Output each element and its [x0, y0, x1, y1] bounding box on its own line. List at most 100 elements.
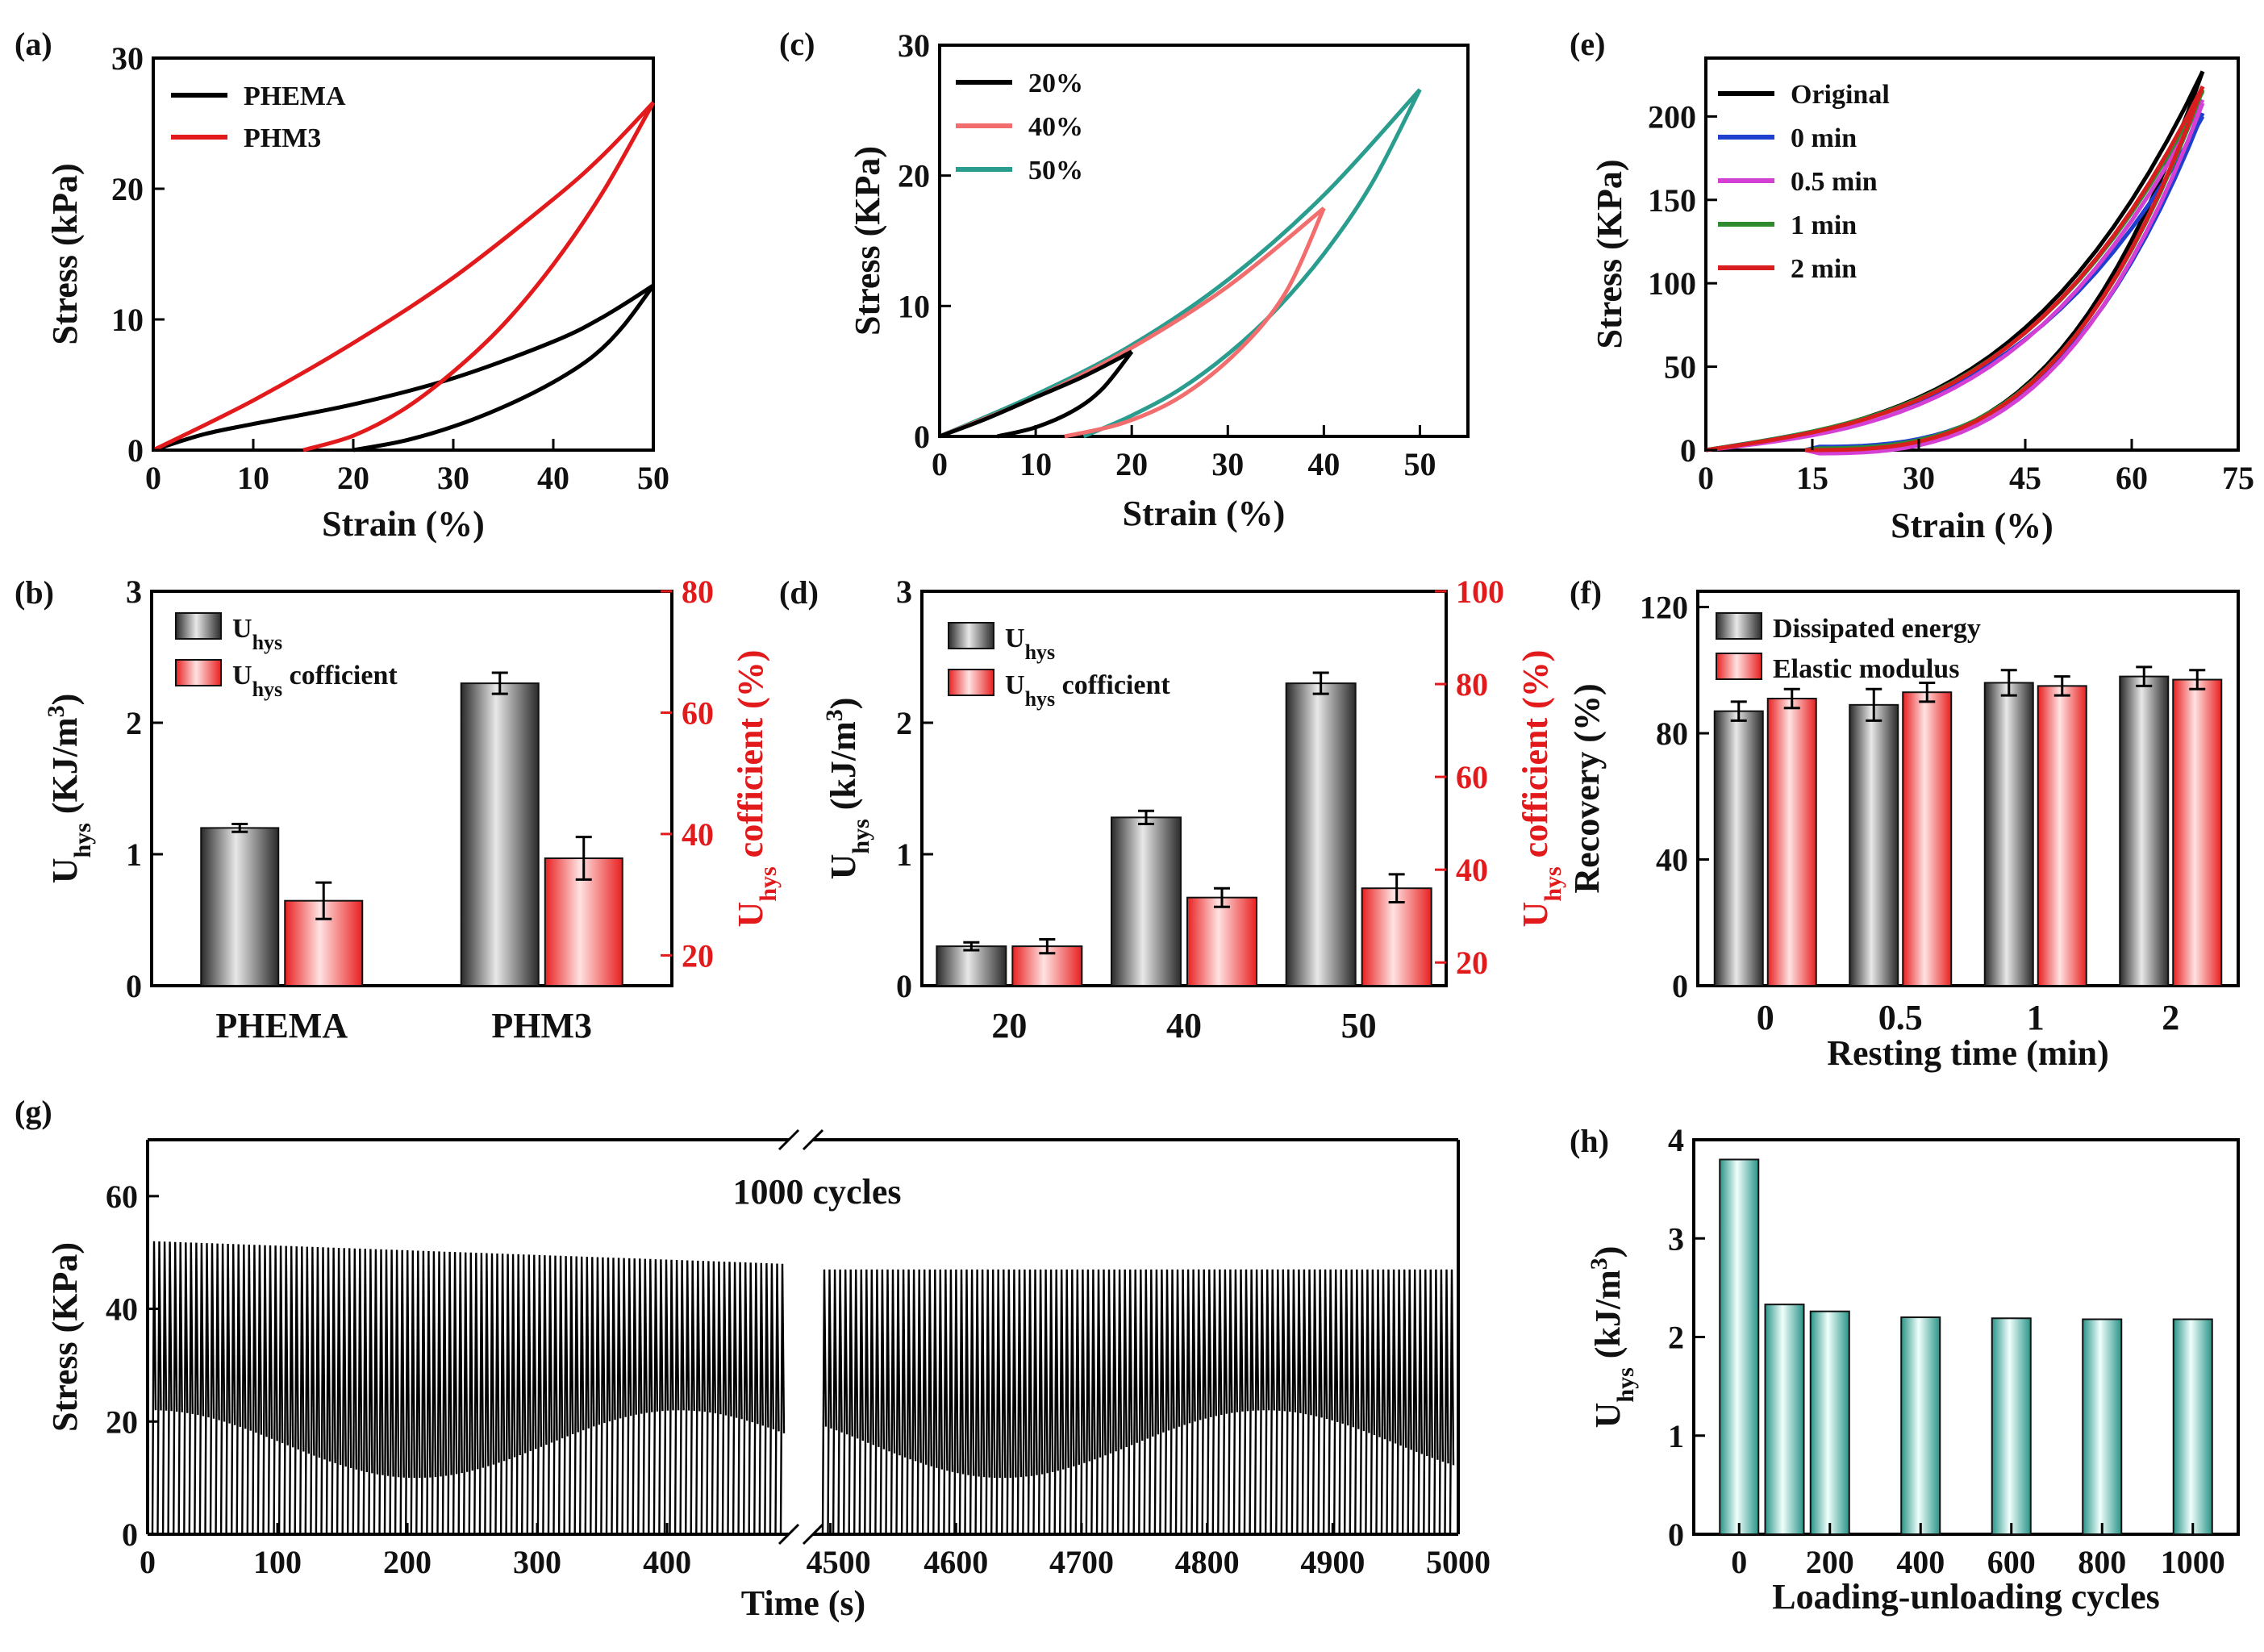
x-tick-label: 1000 — [2161, 1544, 2225, 1580]
x-tick-label: 10 — [1019, 446, 1052, 482]
x-category-label: 20 — [991, 1006, 1027, 1045]
x-category-label: PHEMA — [215, 1006, 348, 1045]
bar-cycle-800 — [2082, 1318, 2123, 1535]
x-tick-label: 200 — [383, 1544, 432, 1580]
legend-label: Uhys cofficient — [1005, 670, 1170, 711]
legend-label: Original — [1791, 80, 1890, 110]
x-axis-label: Strain (%) — [1123, 494, 1286, 533]
bar-Uhys-PHEMA — [200, 827, 280, 987]
axis-break-mark — [802, 1128, 824, 1151]
annotation-label: 1000 cycles — [733, 1172, 902, 1212]
label-part: hys — [848, 819, 874, 853]
curve-Original-unloading — [1805, 70, 2205, 453]
label-part: Dissipated energy — [1773, 614, 1981, 644]
y-tick-label: 40 — [1656, 842, 1688, 878]
panel-label: (c) — [779, 26, 815, 62]
panel-label: (g) — [15, 1094, 52, 1130]
plot-frame — [150, 590, 673, 987]
curve-50%-loading — [939, 88, 1422, 439]
y-tick-label: 30 — [898, 27, 930, 64]
axis-break-mark — [778, 1523, 800, 1546]
label-part: hys — [1025, 640, 1056, 664]
label-part: U — [1005, 670, 1025, 700]
x-tick-label: 75 — [2222, 460, 2254, 496]
y-tick-label: 4 — [1668, 1122, 1684, 1158]
label-part: U — [1516, 902, 1555, 928]
panel-a: 0 10 20 30 0 10 20 30 40 50 Strain (%) Stress (kPa)… — [15, 26, 669, 544]
plot-frame — [152, 56, 655, 452]
x-tick-label: 5000 — [1426, 1544, 1491, 1580]
label-part: U — [1005, 624, 1025, 653]
bar-dissipated-1 — [1983, 682, 2034, 987]
y-tick-label: 100 — [1648, 265, 1696, 302]
label-part: cofficient — [1055, 670, 1170, 700]
curve-2 min-loading — [1705, 86, 2205, 453]
x-tick-label: 800 — [2078, 1544, 2126, 1580]
curve-PHEMA-unloading — [352, 284, 656, 453]
label-part: Stress (KPa) — [848, 146, 887, 336]
legend-label: 40% — [1028, 112, 1083, 142]
x-category-label: PHM3 — [491, 1006, 592, 1045]
y-tick-label: 30 — [111, 40, 144, 77]
legend-label: PHEMA — [244, 81, 346, 111]
cycle-trace-2 — [821, 1269, 1455, 1535]
bar-Uhys-20 — [936, 945, 1007, 987]
y2-tick-label: 20 — [682, 937, 714, 974]
y-tick-label: 2 — [1668, 1320, 1684, 1356]
x-tick-label: 10 — [237, 460, 269, 496]
bar-cycle-100 — [1764, 1304, 1805, 1535]
label-part: hys — [1025, 687, 1056, 711]
y-tick-label: 200 — [1648, 98, 1696, 135]
y-tick-label: 150 — [1648, 182, 1696, 219]
y-tick-label: 3 — [896, 574, 912, 610]
x-axis-label: Loading-unloading cycles — [1772, 1577, 2159, 1617]
label-part: ) — [823, 698, 863, 710]
curve-1 min-unloading — [1804, 89, 2205, 453]
curve-0 min-loading — [1705, 115, 2205, 453]
y-tick-label: 0 — [1668, 1516, 1684, 1553]
curve-20%-loading — [939, 349, 1133, 439]
x-category-label: 0.5 — [1878, 998, 1923, 1037]
x-tick-label: 4800 — [1175, 1544, 1240, 1580]
y-tick-label: 0 — [126, 968, 142, 1004]
legend-swatch — [948, 669, 994, 696]
label-part: (kJ/m — [823, 721, 863, 819]
y2-tick-label: 40 — [682, 816, 714, 853]
x-tick-label: 0 — [140, 1544, 156, 1580]
y2-tick-label: 60 — [1456, 759, 1488, 795]
legend-label: 2 min — [1791, 254, 1857, 284]
bar-cycle-0 — [1719, 1158, 1760, 1535]
legend-swatch — [175, 612, 222, 640]
y-tick-label: 0 — [1672, 968, 1688, 1004]
plot-frame — [938, 44, 1470, 438]
label-part: U — [232, 614, 252, 644]
bar-cycle-200 — [1809, 1310, 1850, 1535]
y-tick-label: 0 — [914, 419, 930, 455]
panel-label: (b) — [15, 574, 54, 611]
label-part: cofficient — [282, 661, 398, 690]
y-tick-label: 0 — [127, 432, 144, 469]
x-axis-label: Strain (%) — [1891, 506, 2053, 545]
panel-label: (a) — [15, 26, 52, 62]
y-axis-label: Stress (KPa) — [1590, 159, 1629, 348]
label-part: cofficient (%) — [1516, 650, 1555, 867]
curve-0.5 min-loading — [1705, 98, 2205, 453]
x-tick-label: 0 — [1698, 460, 1714, 496]
x-tick-label: 0 — [1731, 1544, 1747, 1580]
x-tick-label: 60 — [2116, 460, 2148, 496]
label-part: 3 — [43, 705, 69, 717]
y-tick-label: 10 — [111, 302, 144, 338]
y-tick-label: 2 — [896, 705, 912, 741]
curve-20%-unloading — [996, 350, 1134, 439]
bar-Uhys-50 — [1285, 682, 1357, 987]
panel-c: 0 10 20 30 0 10 20 30 40 50 Strain (%) Stress (KPa)… — [779, 26, 1470, 533]
x-tick-label: 50 — [1403, 446, 1436, 482]
label-part: (KJ/m — [45, 717, 85, 823]
legend-label: PHM3 — [244, 123, 321, 153]
y2-tick-label: 80 — [682, 574, 714, 610]
y-axis-label: Recovery (%) — [1567, 683, 1607, 893]
label-part: U — [1588, 1403, 1628, 1429]
x-tick-label: 100 — [253, 1544, 302, 1580]
